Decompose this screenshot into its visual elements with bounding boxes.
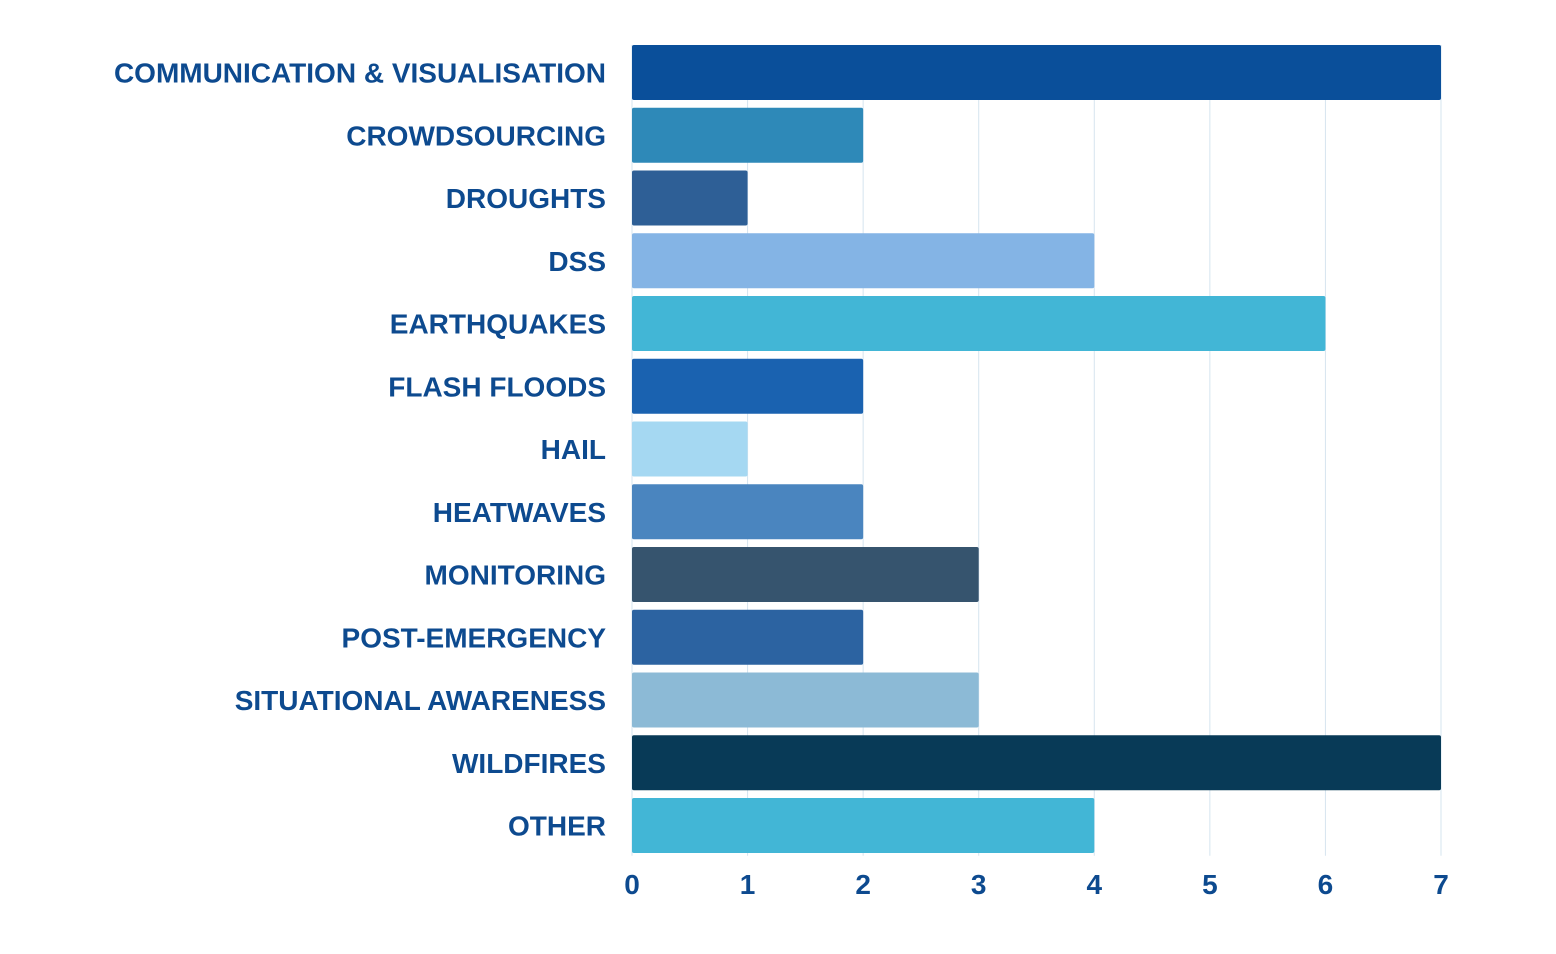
category-label: WILDFIRES (452, 748, 606, 779)
gridlines (631, 45, 1442, 856)
category-label: POST-EMERGENCY (342, 622, 607, 653)
bar (632, 484, 864, 540)
bar (632, 296, 1326, 351)
category-labels: COMMUNICATION & VISUALISATION CROWDSOURCI… (114, 58, 606, 842)
bar (632, 609, 864, 665)
category-label: DROUGHTS (446, 183, 606, 214)
bar (632, 45, 1441, 100)
category-label: HAIL (541, 434, 606, 465)
category-label: DSS (548, 246, 606, 277)
bar (632, 798, 1095, 853)
bar (632, 547, 979, 602)
category-label: CROWDSOURCING (346, 120, 606, 151)
category-label: FLASH FLOODS (388, 371, 606, 402)
bar (632, 735, 1441, 791)
bar (632, 358, 864, 414)
x-tick-label: 2 (855, 869, 871, 900)
bars (632, 45, 1441, 853)
x-tick-label: 3 (971, 869, 987, 900)
category-label: OTHER (508, 811, 606, 842)
x-tick-label: 6 (1318, 869, 1334, 900)
x-tick-label: 5 (1202, 869, 1218, 900)
bar (632, 672, 979, 728)
x-tick-label: 1 (740, 869, 756, 900)
bar (632, 170, 748, 226)
x-tick-label: 0 (624, 869, 640, 900)
category-label: EARTHQUAKES (390, 309, 606, 340)
bar (632, 233, 1095, 289)
category-label: SITUATIONAL AWARENESS (235, 685, 606, 716)
category-label: HEATWAVES (433, 497, 606, 528)
x-tick-label: 4 (1086, 869, 1102, 900)
x-tick-labels: 0 1 2 3 4 5 6 7 (624, 869, 1449, 900)
category-label: COMMUNICATION & VISUALISATION (114, 58, 606, 89)
bar (632, 107, 864, 163)
x-tick-label: 7 (1433, 869, 1449, 900)
category-label: MONITORING (425, 560, 606, 591)
bar (632, 421, 748, 477)
